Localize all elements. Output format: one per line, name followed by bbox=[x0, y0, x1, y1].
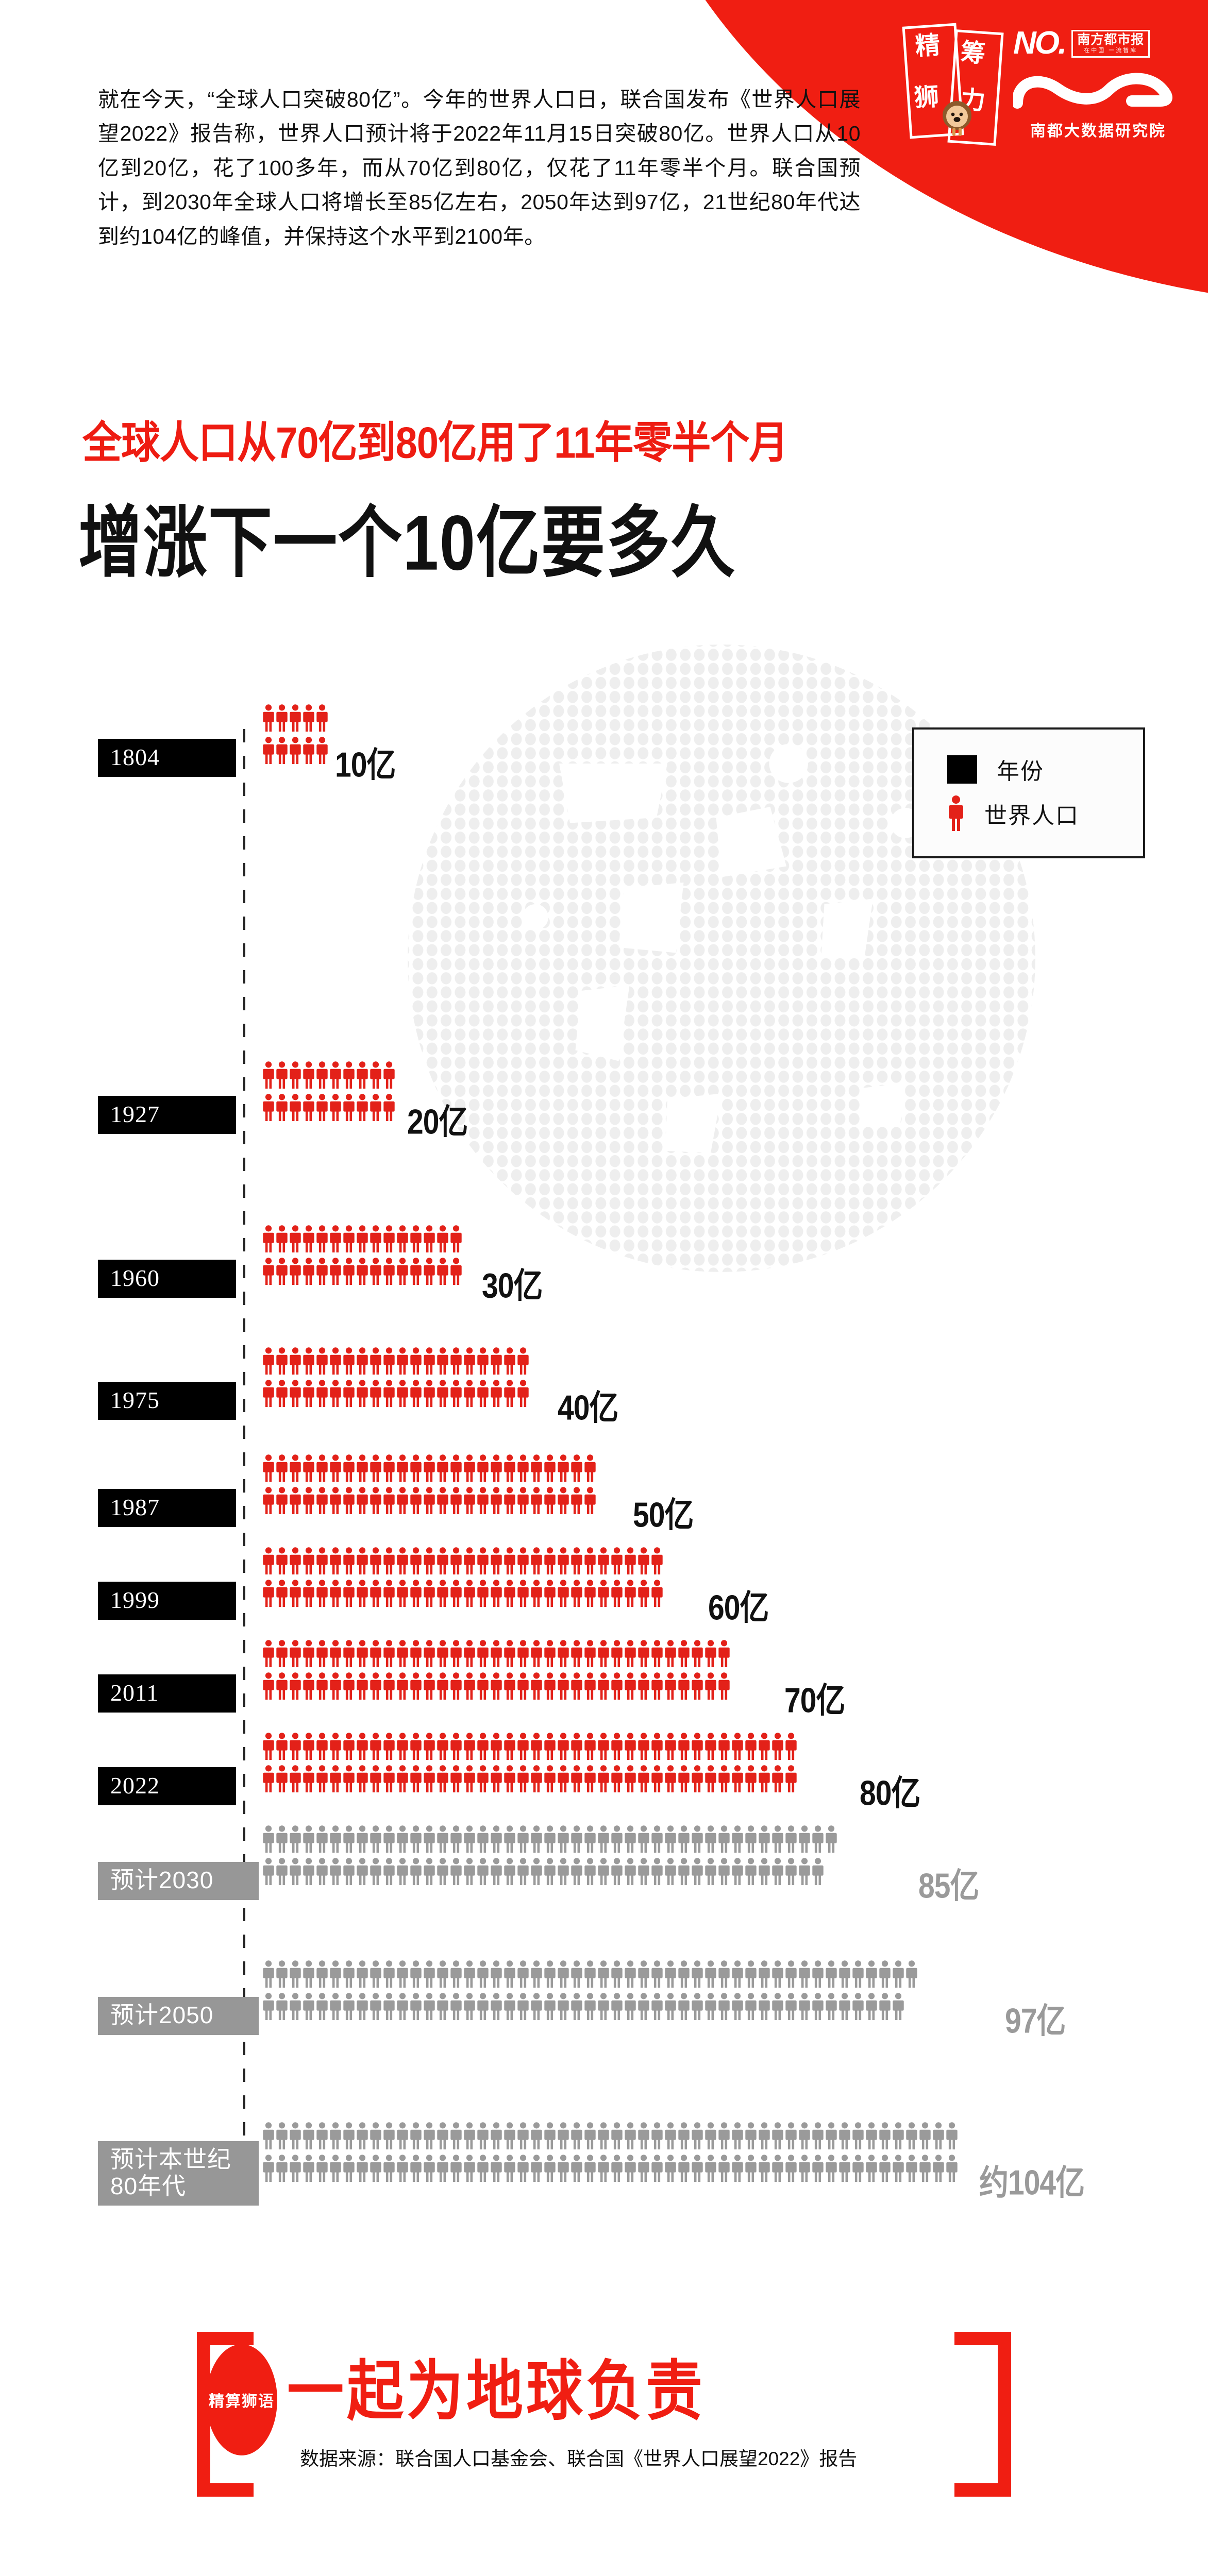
pictogram-icon-row bbox=[262, 1824, 838, 1855]
footer-badge: 精算狮语 bbox=[206, 2344, 277, 2455]
nandu-logo-block: NO. 南方都市报 在中国 一流智库 南都大数据研究院 bbox=[1012, 25, 1183, 141]
value-label: 10亿 bbox=[335, 745, 396, 785]
value-label: 约104亿 bbox=[979, 2163, 1085, 2202]
year-label: 1999 bbox=[98, 1582, 236, 1620]
legend-label-year: 年份 bbox=[997, 759, 1044, 784]
pictogram-icon-row bbox=[262, 1991, 918, 2022]
pictogram-icon-row bbox=[262, 1731, 798, 1762]
pictogram-icon-group bbox=[262, 1731, 798, 1794]
pictogram-icon-row bbox=[262, 1346, 530, 1377]
pictogram-icon-group bbox=[262, 1824, 838, 1887]
footer-badge-label: 精算狮语 bbox=[209, 2393, 275, 2410]
pictogram-icon-row bbox=[262, 1224, 463, 1255]
pictogram-icon-row bbox=[262, 1546, 664, 1577]
value-label: 20亿 bbox=[407, 1103, 468, 1142]
pictogram-icon-row bbox=[262, 1060, 396, 1091]
pictogram-icon-row bbox=[262, 1578, 664, 1609]
year-label: 预计2050 bbox=[98, 1997, 259, 2035]
value-label: 30亿 bbox=[482, 1266, 543, 1306]
bracket-right-icon bbox=[954, 2332, 1011, 2497]
timeline-axis bbox=[243, 729, 245, 2177]
year-label: 1960 bbox=[98, 1260, 236, 1298]
stamp-char-1: 精 bbox=[914, 31, 941, 61]
pictogram-icon-group bbox=[262, 1060, 396, 1123]
value-label: 40亿 bbox=[558, 1388, 618, 1428]
lion-mascot-icon bbox=[943, 101, 971, 136]
year-label: 2022 bbox=[98, 1767, 236, 1805]
footer-band: 精算狮语 一起为地球负责 数据来源：联合国人口基金会、联合国《世界人口展望202… bbox=[0, 2329, 1208, 2497]
pictogram-icon-row bbox=[262, 1378, 530, 1409]
value-label: 97亿 bbox=[1005, 2002, 1066, 2041]
footer-slogan: 一起为地球负责 bbox=[287, 2355, 706, 2428]
pictogram-icon-group bbox=[262, 1638, 731, 1702]
pictogram-icon-group bbox=[262, 1959, 918, 2022]
page-title: 增涨下一个10亿要多久 bbox=[78, 500, 736, 587]
intro-paragraph: 就在今天，“全球人口突破80亿”。今年的世界人口日，联合国发布《世界人口展望20… bbox=[98, 88, 861, 248]
stamp-char-2: 筹 bbox=[960, 39, 986, 68]
pictogram-icon-row bbox=[262, 1638, 731, 1669]
year-label: 预计本世纪 80年代 bbox=[98, 2141, 259, 2206]
institute-name: 南都大数据研究院 bbox=[1030, 122, 1166, 140]
pictogram-icon-row bbox=[262, 703, 329, 734]
black-square-icon bbox=[947, 755, 977, 784]
value-label: 85亿 bbox=[918, 1867, 979, 1906]
legend-item-population: 世界人口 bbox=[947, 791, 1143, 836]
year-label: 1975 bbox=[98, 1382, 236, 1420]
headline-kicker: 全球人口从70亿到80亿用了11年零半个月 bbox=[82, 418, 788, 468]
pictogram-icon-group bbox=[262, 1224, 463, 1287]
pictogram-icon-row bbox=[262, 1856, 838, 1887]
nd-wordmark: NO. bbox=[1013, 25, 1067, 61]
pictogram-icon-row bbox=[262, 735, 329, 766]
pictogram-icon-group bbox=[262, 1546, 664, 1609]
pictogram-icon-group bbox=[262, 1346, 530, 1409]
pictogram-icon-row bbox=[262, 1671, 731, 1702]
jingsuanshiyu-stamp-logo: 精 筹 狮 力 bbox=[902, 21, 1004, 149]
paper-name-box: 南方都市报 在中国 一流智库 bbox=[1071, 29, 1150, 58]
pictogram-icon-row bbox=[262, 1092, 396, 1123]
brand-logo-group: 精 筹 狮 力 NO. 南方都市报 在中国 一流智库 南都大数据研究院 bbox=[902, 21, 1183, 149]
year-label: 1987 bbox=[98, 1489, 236, 1527]
pictogram-icon-row bbox=[262, 1764, 798, 1794]
year-label: 2011 bbox=[98, 1674, 236, 1713]
year-label: 1927 bbox=[98, 1096, 236, 1134]
pictogram-icon-group bbox=[262, 1453, 597, 1516]
paper-tagline: 在中国 一流智库 bbox=[1084, 47, 1138, 54]
pictogram-icon-row bbox=[262, 2121, 959, 2151]
pictogram-icon-row bbox=[262, 2153, 959, 2184]
pictogram-icon-row bbox=[262, 1256, 463, 1287]
value-label: 70亿 bbox=[784, 1681, 845, 1720]
pictogram-icon-group bbox=[262, 703, 329, 766]
year-label: 预计2030 bbox=[98, 1862, 259, 1900]
legend-item-year: 年份 bbox=[947, 747, 1143, 791]
nandu-swoosh-icon bbox=[1012, 65, 1183, 115]
value-label: 80亿 bbox=[860, 1774, 920, 1813]
stamp-char-3: 狮 bbox=[913, 83, 940, 112]
pictogram-icon-row bbox=[262, 1485, 597, 1516]
paper-name: 南方都市报 bbox=[1077, 32, 1145, 47]
pictogram-icon-row bbox=[262, 1959, 918, 1990]
pictogram-icon-row bbox=[262, 1453, 597, 1484]
legend-label-population: 世界人口 bbox=[984, 803, 1079, 828]
person-icon bbox=[949, 795, 963, 831]
year-label: 1804 bbox=[98, 739, 236, 777]
chart-legend: 年份 世界人口 bbox=[912, 727, 1145, 858]
value-label: 60亿 bbox=[708, 1588, 769, 1628]
value-label: 50亿 bbox=[633, 1496, 694, 1535]
pictogram-icon-group bbox=[262, 2121, 959, 2184]
data-source-note: 数据来源：联合国人口基金会、联合国《世界人口展望2022》报告 bbox=[300, 2448, 858, 2469]
